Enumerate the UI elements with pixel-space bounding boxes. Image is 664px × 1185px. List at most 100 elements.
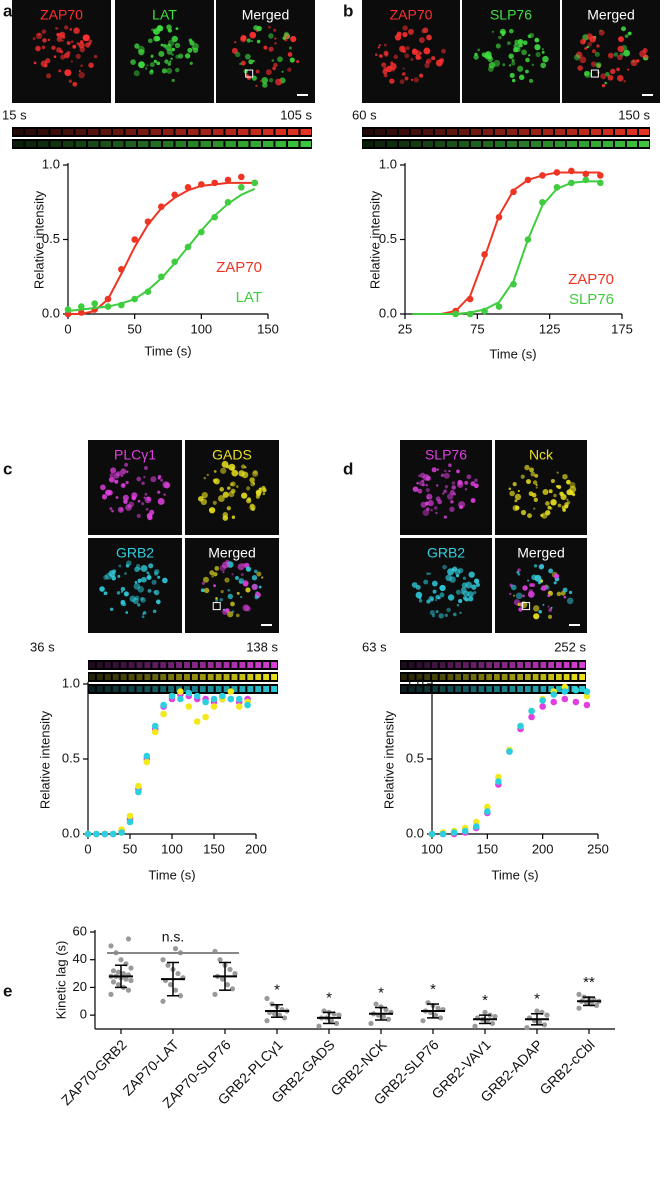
kymograph-frame xyxy=(63,129,74,135)
panel-letter: e xyxy=(3,981,12,1000)
data-point xyxy=(572,698,580,706)
data-point xyxy=(534,1008,540,1014)
kymograph-frame xyxy=(507,141,517,147)
kymograph-frame xyxy=(300,129,311,135)
data-point xyxy=(583,688,591,695)
spot xyxy=(166,49,173,55)
image-label: GRB2 xyxy=(427,545,465,561)
kymograph-frame xyxy=(213,141,224,147)
spot xyxy=(443,515,447,519)
spot xyxy=(121,483,126,487)
kymograph-frame xyxy=(501,686,508,692)
spot xyxy=(547,594,551,598)
spot xyxy=(166,67,173,74)
data-point xyxy=(227,966,233,973)
spot xyxy=(162,481,170,489)
kymograph-frame xyxy=(387,141,397,147)
spot xyxy=(226,465,230,469)
spot xyxy=(72,44,77,49)
spot xyxy=(109,473,114,478)
spot xyxy=(440,473,445,477)
spot xyxy=(527,579,530,582)
spot xyxy=(246,486,251,491)
spot xyxy=(481,52,487,58)
spot xyxy=(35,32,43,40)
spot xyxy=(595,62,602,69)
spot xyxy=(431,580,438,587)
spot xyxy=(547,505,552,510)
spot xyxy=(175,27,179,31)
spot xyxy=(296,59,300,64)
kymo-end: 138 s xyxy=(246,639,278,654)
spot xyxy=(120,473,124,477)
spot xyxy=(85,42,91,48)
spot xyxy=(143,466,148,470)
kymograph-frame xyxy=(144,686,151,692)
spot xyxy=(245,566,252,572)
kymograph-frame xyxy=(207,674,214,680)
spot xyxy=(271,59,275,62)
spot xyxy=(66,41,71,45)
spot xyxy=(141,481,145,485)
spot xyxy=(256,571,262,577)
spot xyxy=(541,512,548,519)
kymograph-frame xyxy=(168,662,175,668)
spot xyxy=(528,54,531,57)
spot xyxy=(404,76,409,81)
spot xyxy=(136,603,141,607)
spot xyxy=(431,467,437,473)
spot xyxy=(430,508,433,512)
kymograph-frame xyxy=(495,129,505,135)
spot xyxy=(424,62,430,69)
kymograph-frame xyxy=(104,674,111,680)
spot xyxy=(520,509,527,516)
spot xyxy=(451,481,456,485)
kymograph-frame xyxy=(271,662,277,668)
x-tick-label: 50 xyxy=(127,321,141,336)
spot xyxy=(434,599,438,602)
spot xyxy=(273,62,278,68)
spot xyxy=(241,464,246,469)
roi-box xyxy=(245,69,254,78)
spot xyxy=(416,481,419,485)
kymo-end: 150 s xyxy=(618,107,650,122)
data-point xyxy=(472,1023,478,1029)
spot xyxy=(125,503,133,511)
kymograph-frame xyxy=(263,674,270,680)
spot xyxy=(219,597,223,602)
spot xyxy=(234,575,240,581)
kymograph-frame xyxy=(96,662,103,668)
spot xyxy=(138,61,145,69)
kymograph-frame xyxy=(168,674,175,680)
spot xyxy=(249,477,255,483)
kymograph-frame xyxy=(423,129,433,135)
spot xyxy=(255,69,260,74)
spot xyxy=(32,37,36,41)
kymograph-frame xyxy=(120,662,127,668)
spot xyxy=(135,563,141,569)
kymograph-frame xyxy=(213,129,224,135)
data-point xyxy=(524,1025,530,1031)
y-tick-label: 0.0 xyxy=(42,305,60,320)
data-point xyxy=(235,703,243,710)
data-point xyxy=(333,1020,340,1027)
kymograph-frame xyxy=(200,141,211,147)
spot xyxy=(137,578,142,583)
kymograph-frame xyxy=(447,662,454,668)
data-point xyxy=(264,1018,270,1024)
kymograph-frame xyxy=(144,674,151,680)
spot xyxy=(553,581,557,585)
spot xyxy=(132,597,139,605)
spot xyxy=(458,501,466,509)
data-point xyxy=(235,695,243,703)
kymograph-frame xyxy=(112,686,119,692)
spot xyxy=(383,73,388,78)
spot xyxy=(425,487,430,493)
data-point xyxy=(108,991,114,997)
spot xyxy=(378,44,381,47)
spot xyxy=(444,613,448,617)
data-point xyxy=(172,987,179,993)
spot xyxy=(512,482,517,487)
data-point xyxy=(193,718,201,725)
spot xyxy=(530,471,536,477)
